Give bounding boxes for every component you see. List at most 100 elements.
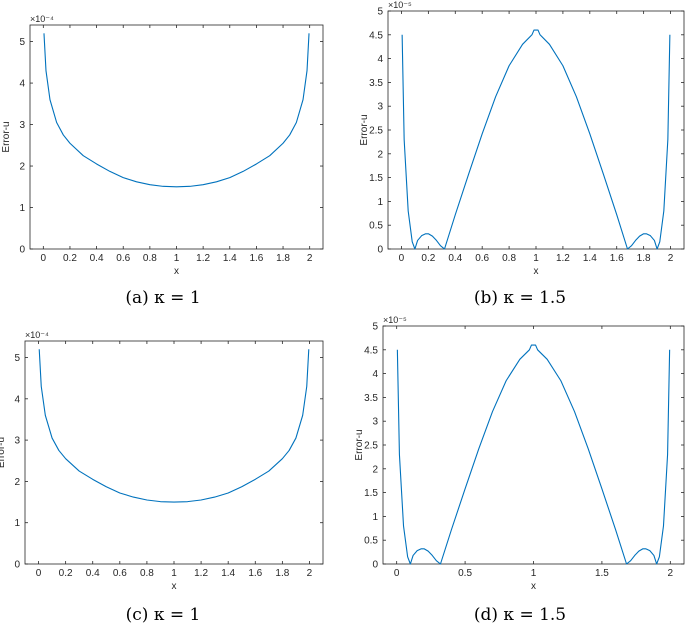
subfigure-caption: (c) κ = 1 (126, 605, 201, 625)
x-axis-label: x (172, 581, 177, 592)
y-tick-label: 5 (372, 322, 378, 333)
y-axis-label: Error-u (0, 437, 7, 468)
error-curve (38, 349, 310, 503)
x-tick-label: 0.2 (59, 568, 73, 579)
y-axis-label: Error-u (1, 121, 12, 152)
x-tick-label: 0.6 (113, 568, 127, 579)
y-tick-label: 4 (377, 54, 383, 65)
error-curve (401, 29, 671, 250)
chart-panel-4: 0 0.5 1 1.5 2 0 0.5 1 1.5 2 2.5 3 3.5 4 4.5 5 ×10⁻⁵ x Erro… (354, 315, 685, 625)
x-tick-label: 1 (171, 568, 177, 579)
plot-area (29, 24, 324, 250)
y-tick-label: 2 (377, 149, 383, 160)
chart-panel-3: 0 0.2 0.4 0.6 0.8 1 1.2 1.4 1.6 1.8 2 0 1 2 3 4 5 ×10⁻⁴ x E… (0, 330, 324, 625)
x-axis-label: x (531, 581, 536, 592)
x-tick-label: 1.4 (221, 568, 235, 579)
x-tick-label: 0.4 (86, 568, 100, 579)
y-tick-label: 4 (19, 79, 25, 90)
x-tick-label: 1.2 (194, 568, 208, 579)
y-tick-label: 3.5 (369, 78, 383, 89)
x-tick-label: 0.8 (502, 253, 516, 264)
y-tick-label: 5 (19, 37, 25, 48)
y-tick-label: 3 (19, 120, 25, 131)
x-axis-label: x (174, 266, 179, 277)
y-tick-label: 1 (14, 518, 20, 529)
chart-panel-1: 0 0.2 0.4 0.6 0.8 1 1.2 1.4 1.6 1.8 2 0 1 2 3 4 5 ×10⁻⁴ x E… (1, 14, 324, 308)
y-tick-label: 1.5 (369, 173, 383, 184)
y-tick-label: 4.5 (364, 345, 378, 356)
y-tick-label: 2.5 (364, 441, 378, 452)
x-tick-label: 1.2 (196, 253, 210, 264)
x-tick-label: 0 (36, 568, 42, 579)
error-curve (43, 33, 310, 188)
y-tick-label: 5 (14, 353, 20, 364)
y-exponent-label: ×10⁻⁵ (383, 315, 407, 325)
y-tick-label: 2 (372, 464, 378, 475)
x-tick-label: 1 (533, 253, 539, 264)
y-tick-label: 0.5 (369, 221, 383, 232)
x-tick-label: 0.6 (475, 253, 489, 264)
x-tick-label: 0.2 (421, 253, 435, 264)
x-tick-label: 1.4 (583, 253, 597, 264)
x-tick-label: 1.8 (637, 253, 651, 264)
y-tick-label: 3 (14, 436, 20, 447)
error-curve (396, 344, 671, 565)
x-tick-label: 1.5 (595, 568, 609, 579)
x-tick-label: 0.5 (458, 568, 472, 579)
y-tick-label: 0.5 (364, 536, 378, 547)
x-tick-label: 1.8 (276, 253, 290, 264)
x-tick-label: 1.6 (249, 253, 263, 264)
plot-area (382, 325, 685, 565)
plot-area (387, 10, 685, 250)
y-tick-label: 4.5 (369, 30, 383, 41)
y-axis-label: Error-u (359, 114, 370, 145)
plot-area (24, 340, 324, 565)
x-tick-label: 0.6 (116, 253, 130, 264)
x-tick-label: 1 (531, 568, 537, 579)
y-tick-label: 2 (19, 162, 25, 173)
y-tick-label: 3 (372, 417, 378, 428)
x-tick-label: 0 (41, 253, 47, 264)
y-tick-label: 3 (377, 102, 383, 113)
subfigure-caption: (b) κ = 1.5 (474, 288, 566, 308)
x-tick-label: 1 (174, 253, 180, 264)
x-axis-label: x (534, 266, 539, 277)
x-tick-label: 1.6 (248, 568, 262, 579)
x-tick-label: 0 (399, 253, 405, 264)
x-tick-label: 1.4 (223, 253, 237, 264)
y-tick-label: 2.5 (369, 126, 383, 137)
x-tick-label: 0 (394, 568, 400, 579)
x-tick-label: 2 (668, 253, 674, 264)
x-tick-label: 1.2 (556, 253, 570, 264)
x-tick-label: 1.8 (275, 568, 289, 579)
y-exponent-label: ×10⁻⁴ (25, 330, 49, 340)
x-tick-label: 2 (668, 568, 674, 579)
y-tick-label: 0 (377, 245, 383, 256)
x-tick-label: 0.8 (143, 253, 157, 264)
y-exponent-label: ×10⁻⁴ (30, 14, 54, 24)
y-tick-label: 2 (14, 477, 20, 488)
y-tick-label: 4 (372, 369, 378, 380)
y-axis-label: Error-u (354, 429, 365, 460)
x-tick-label: 2 (307, 568, 313, 579)
y-tick-label: 1 (372, 512, 378, 523)
y-tick-label: 4 (14, 394, 20, 405)
y-tick-label: 3.5 (364, 393, 378, 404)
y-tick-label: 0 (14, 560, 20, 571)
x-tick-label: 0.8 (140, 568, 154, 579)
y-tick-label: 5 (377, 7, 383, 18)
y-tick-label: 1.5 (364, 488, 378, 499)
x-tick-label: 0.4 (448, 253, 462, 264)
subfigure-caption: (a) κ = 1 (125, 288, 200, 308)
x-tick-label: 0.4 (90, 253, 104, 264)
x-tick-label: 0.2 (63, 253, 77, 264)
x-tick-label: 1.6 (610, 253, 624, 264)
y-tick-label: 0 (372, 560, 378, 571)
y-exponent-label: ×10⁻⁵ (388, 0, 412, 10)
chart-panel-2: 0 0.2 0.4 0.6 0.8 1 1.2 1.4 1.6 1.8 2 0 0.5 1 1.5 2 2.5 3… (359, 0, 685, 308)
y-tick-label: 1 (19, 203, 25, 214)
y-tick-label: 0 (19, 245, 25, 256)
y-tick-label: 1 (377, 197, 383, 208)
